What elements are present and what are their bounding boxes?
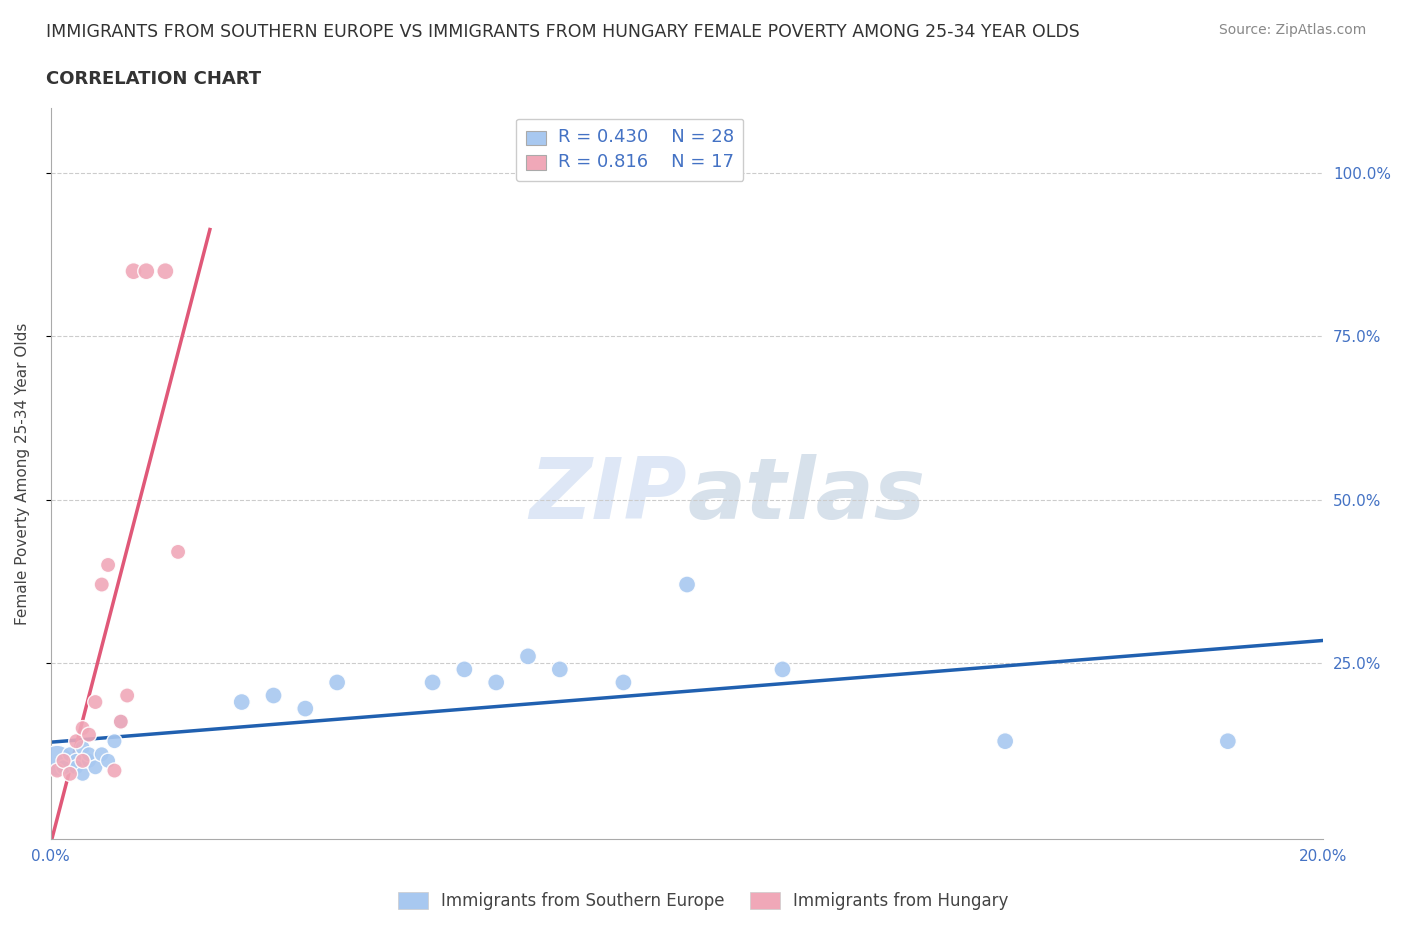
Point [65,734,87,749]
Point [155,264,177,279]
Point [72,753,94,768]
Point [422,675,444,690]
Point [517,649,540,664]
Text: CORRELATION CHART: CORRELATION CHART [46,70,262,87]
Point [59,766,82,781]
Point [772,662,794,677]
Point [72,740,94,755]
Text: Source: ZipAtlas.com: Source: ZipAtlas.com [1219,23,1367,37]
Point [90,747,112,762]
Point [122,264,145,279]
Point [59,747,82,762]
Point [77,747,100,762]
Point [1216,734,1239,749]
Point [97,753,120,768]
Point [548,662,571,677]
Text: IMMIGRANTS FROM SOUTHERN EUROPE VS IMMIGRANTS FROM HUNGARY FEMALE POVERTY AMONG : IMMIGRANTS FROM SOUTHERN EUROPE VS IMMIG… [46,23,1080,41]
Text: atlas: atlas [688,454,925,537]
Point [167,544,190,559]
Point [65,753,87,768]
Point [110,714,132,729]
Point [72,721,94,736]
Point [135,264,157,279]
Point [676,578,699,592]
Point [52,760,75,775]
Point [612,675,634,690]
Point [103,764,125,778]
Point [231,695,253,710]
Point [84,760,107,775]
Point [84,695,107,710]
Point [994,734,1017,749]
Point [294,701,316,716]
Point [103,734,125,749]
Point [485,675,508,690]
Point [90,578,112,592]
Point [72,766,94,781]
Legend: Immigrants from Southern Europe, Immigrants from Hungary: Immigrants from Southern Europe, Immigra… [391,885,1015,917]
Text: ZIP: ZIP [530,454,688,537]
Point [77,753,100,768]
Point [46,764,69,778]
Point [263,688,285,703]
Point [110,714,132,729]
Point [453,662,475,677]
Y-axis label: Female Poverty Among 25-34 Year Olds: Female Poverty Among 25-34 Year Olds [15,323,30,625]
Point [326,675,349,690]
Point [77,727,100,742]
Legend: R = 0.430    N = 28, R = 0.816    N = 17: R = 0.430 N = 28, R = 0.816 N = 17 [516,119,744,181]
Point [115,688,138,703]
Point [46,753,69,768]
Point [97,557,120,572]
Point [65,760,87,775]
Point [52,753,75,768]
